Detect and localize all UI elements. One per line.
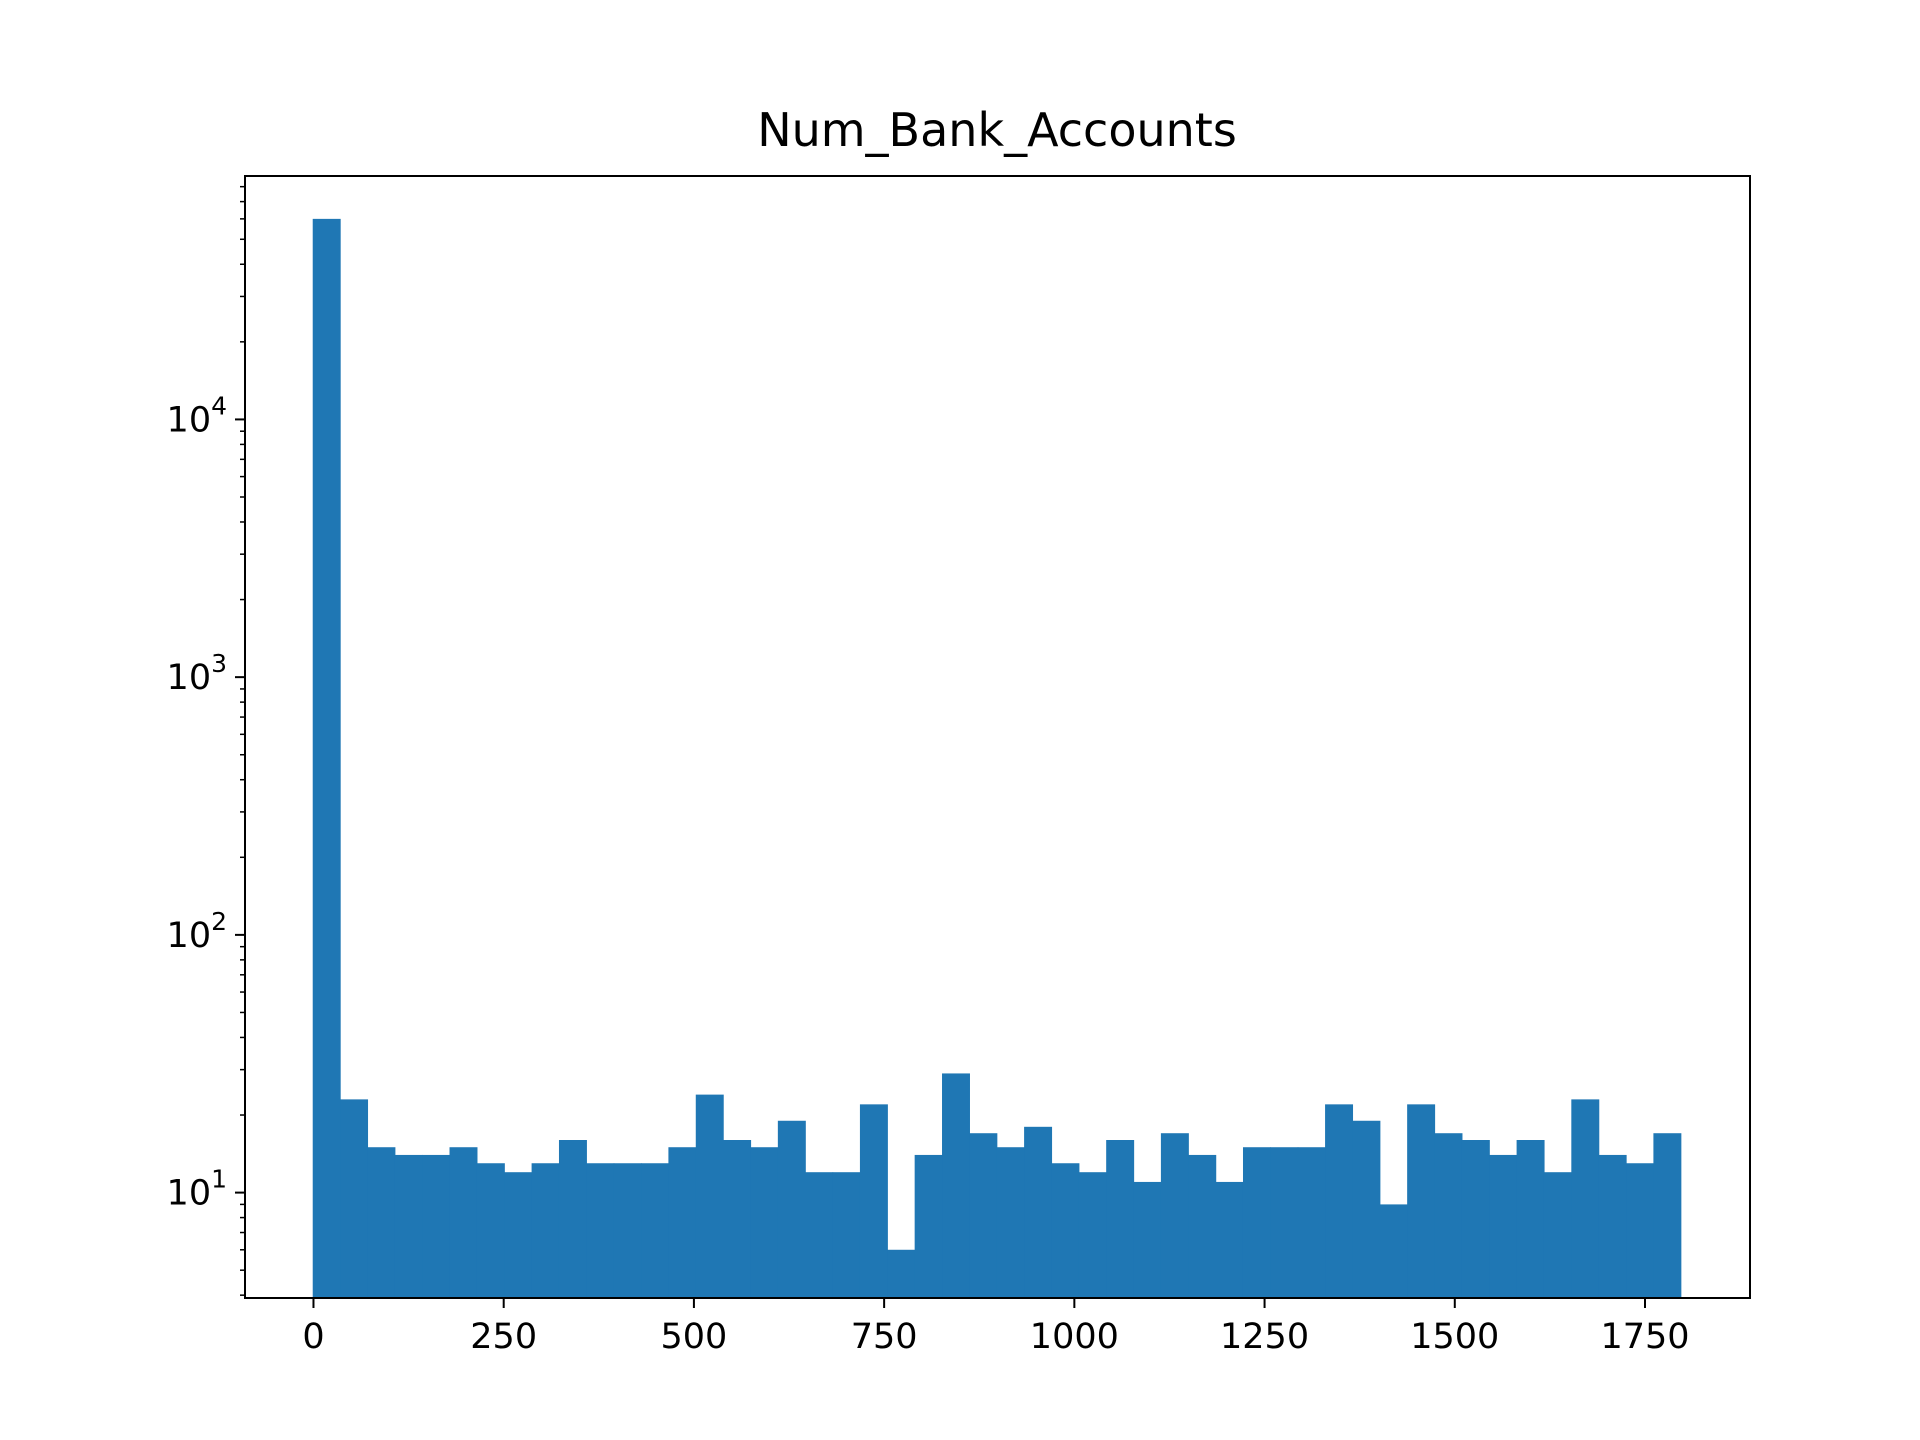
x-tick-label: 1500: [1410, 1317, 1499, 1357]
histogram-bar: [723, 1140, 752, 1298]
x-tick-label: 750: [851, 1317, 918, 1357]
histogram-bar: [1489, 1154, 1518, 1298]
histogram-bar: [531, 1163, 560, 1298]
histogram-bar: [996, 1147, 1025, 1298]
histogram-bar: [1242, 1147, 1271, 1298]
y-tick-label-base: 10: [167, 916, 212, 956]
bars-layer: [312, 218, 1682, 1298]
histogram-bar: [1133, 1181, 1162, 1298]
y-tick-label-base: 10: [167, 400, 212, 440]
histogram-bar: [558, 1140, 587, 1298]
histogram-bar: [504, 1172, 533, 1298]
histogram-bar: [1379, 1204, 1408, 1298]
histogram-bar: [586, 1163, 615, 1298]
histogram-bar: [1106, 1140, 1135, 1298]
histogram-bar: [695, 1094, 724, 1298]
histogram-bar: [750, 1147, 779, 1298]
y-tick-label: 102: [167, 907, 227, 956]
y-tick-label: 103: [167, 649, 227, 698]
x-tick-label: 500: [661, 1317, 728, 1357]
histogram-bar: [1626, 1163, 1654, 1298]
histogram-bar: [312, 218, 341, 1298]
y-tick-label-exponent: 2: [211, 907, 227, 936]
histogram-bar: [1325, 1104, 1354, 1298]
histogram-bar: [367, 1147, 396, 1298]
histogram-bar: [1543, 1172, 1572, 1298]
histogram-bar: [805, 1172, 834, 1298]
x-axis: 0 250 500 750 1000 1250 1500 1750: [302, 1298, 1690, 1357]
histogram-bar: [1215, 1181, 1244, 1298]
histogram-bar: [1516, 1140, 1545, 1298]
y-tick-label: 104: [167, 391, 227, 440]
histogram-bar: [449, 1147, 478, 1298]
x-tick-label: 1750: [1600, 1317, 1689, 1357]
histogram-bar: [668, 1147, 697, 1298]
histogram-bar: [1571, 1099, 1600, 1298]
chart-title: Num_Bank_Accounts: [757, 103, 1237, 157]
y-tick-label-base: 10: [167, 1174, 212, 1214]
histogram-bar: [1653, 1133, 1682, 1298]
histogram-bar: [832, 1172, 861, 1298]
histogram-bar: [1188, 1154, 1217, 1298]
histogram-bar: [777, 1120, 806, 1298]
y-tick-label-base: 10: [167, 658, 212, 698]
histogram-bar: [914, 1154, 943, 1298]
histogram-bar: [1461, 1140, 1490, 1298]
x-tick-label: 0: [302, 1317, 324, 1357]
histogram-bar: [859, 1104, 888, 1298]
histogram-bar: [613, 1163, 642, 1298]
histogram-bar: [1078, 1172, 1107, 1298]
histogram-bar: [1270, 1147, 1299, 1298]
histogram-bar: [942, 1073, 970, 1298]
x-tick-label: 250: [470, 1317, 537, 1357]
histogram-bar: [1297, 1147, 1326, 1298]
histogram-bar: [340, 1099, 369, 1298]
histogram-bar: [641, 1163, 670, 1298]
histogram-bar: [887, 1249, 916, 1298]
y-tick-label-exponent: 4: [211, 391, 227, 420]
histogram-bar: [1598, 1154, 1627, 1298]
x-tick-label: 1250: [1220, 1317, 1309, 1357]
histogram-bar: [394, 1154, 423, 1298]
histogram-bar: [1051, 1163, 1080, 1298]
histogram-bar: [1160, 1133, 1189, 1298]
y-tick-label-exponent: 1: [211, 1165, 227, 1194]
histogram-bar: [422, 1154, 451, 1298]
histogram-bar: [1024, 1126, 1053, 1298]
axes-frame: [244, 175, 1751, 1299]
histogram-bar: [1434, 1133, 1463, 1298]
y-tick-label: 101: [167, 1165, 227, 1214]
y-tick-label-exponent: 3: [211, 649, 227, 678]
histogram-bar: [969, 1133, 998, 1298]
histogram-bar: [476, 1163, 505, 1298]
histogram-bar: [1352, 1120, 1381, 1298]
x-tick-label: 1000: [1030, 1317, 1119, 1357]
histogram-bar: [1407, 1104, 1436, 1298]
